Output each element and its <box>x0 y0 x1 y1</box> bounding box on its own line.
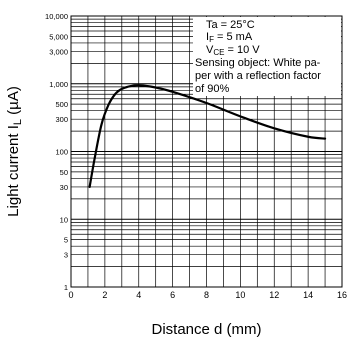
y-tick-label: 3 <box>64 251 68 260</box>
y-tick-label: 5,000 <box>49 32 68 41</box>
y-tick-label: 1 <box>64 283 68 292</box>
x-tick-label: 10 <box>235 290 245 300</box>
light-current-curve <box>88 84 327 189</box>
condition-collector-voltage: VCE = 10 V <box>206 44 260 57</box>
x-tick-label: 0 <box>68 290 73 300</box>
sensing-note-line-3: of 90% <box>195 83 229 95</box>
condition-box <box>193 17 341 96</box>
plot-frame <box>70 15 343 288</box>
y-tick-label: 5 <box>64 236 68 245</box>
y-tick-label: 3,000 <box>49 47 68 56</box>
y-tick-label: 10 <box>60 215 68 224</box>
y-tick-label: 500 <box>55 100 68 109</box>
y-tick-label: 300 <box>55 115 68 124</box>
sensing-note-line-1: Sensing object: White pa- <box>195 57 321 69</box>
y-tick-label: 1,000 <box>49 80 68 89</box>
y-tick-labels: 1 3 5 10 30 50 100 300 500 1,000 3,000 5,000 10,000 <box>45 12 68 292</box>
x-tick-labels: 0 2 4 6 8 10 12 14 16 <box>68 290 347 300</box>
x-tick-label: 16 <box>337 290 347 300</box>
condition-forward-current: IF = 5 mA <box>206 31 253 44</box>
y-tick-label: 10,000 <box>45 12 68 21</box>
x-tick-label: 2 <box>102 290 107 300</box>
y-tick-label: 30 <box>60 183 68 192</box>
y-tick-label: 100 <box>55 148 68 157</box>
y-tick-label: 50 <box>60 168 68 177</box>
x-tick-label: 6 <box>170 290 175 300</box>
y-axis-label: Light current IL (µA) <box>5 86 24 217</box>
x-axis-label: Distance d (mm) <box>151 321 261 338</box>
condition-temperature: Ta = 25°C <box>206 19 255 31</box>
x-tick-label: 14 <box>303 290 313 300</box>
x-tick-label: 8 <box>204 290 209 300</box>
x-tick-label: 12 <box>269 290 279 300</box>
x-tick-label: 4 <box>136 290 141 300</box>
sensing-note-line-2: per with a reflection factor <box>195 70 321 82</box>
